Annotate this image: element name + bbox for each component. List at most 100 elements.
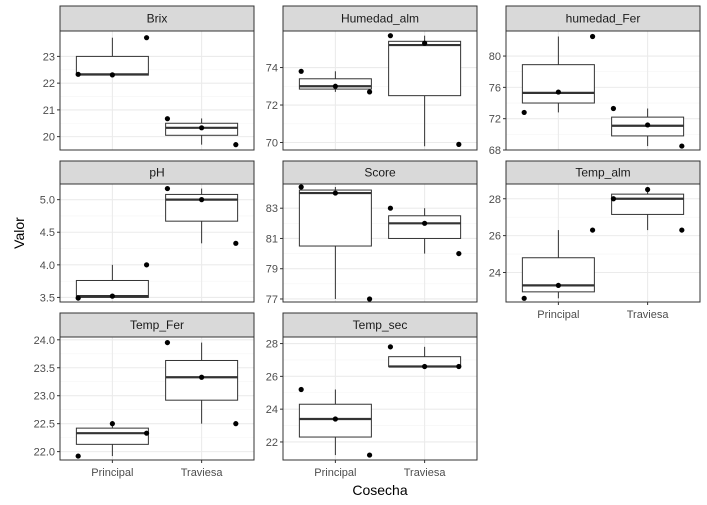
y-tick-label: 72	[266, 100, 278, 112]
x-tick-label: Traviesa	[404, 467, 447, 479]
data-point	[298, 184, 304, 190]
panel-border	[282, 336, 478, 461]
y-tick-label: 77	[266, 294, 278, 306]
boxplot-traviesa	[164, 116, 239, 148]
boxplot-principal	[521, 227, 596, 301]
y-tick-label: 23	[43, 51, 55, 63]
y-tick-label: 81	[266, 233, 278, 245]
y-tick-label: 70	[266, 138, 278, 150]
data-point	[679, 143, 685, 149]
y-tick-label: 22.5	[34, 419, 55, 431]
boxplot-principal	[75, 421, 150, 459]
x-tick-label: Principal	[537, 309, 579, 321]
y-tick-label: 74	[266, 63, 278, 75]
data-point	[143, 262, 150, 268]
data-point	[164, 339, 171, 346]
data-point	[233, 142, 239, 148]
y-tick-label: 3.5	[40, 292, 55, 304]
y-tick-label: 5.0	[40, 195, 55, 207]
y-tick-label: 22.0	[34, 447, 55, 459]
x-axis-title: Cosecha	[352, 482, 407, 498]
data-point	[610, 196, 617, 202]
data-point	[332, 416, 338, 422]
data-point	[589, 227, 596, 233]
y-tick-label: 26	[489, 231, 501, 243]
y-tick-label: 26	[266, 371, 278, 383]
data-point	[589, 33, 596, 40]
data-point	[456, 141, 462, 147]
panel-border	[282, 183, 478, 303]
facet-strip-title: Humedad_alm	[341, 12, 419, 26]
data-point	[233, 421, 239, 427]
y-tick-label: 22	[266, 437, 278, 449]
data-point	[109, 421, 115, 427]
y-tick-label: 23.0	[34, 391, 55, 403]
facet-strip	[59, 312, 255, 338]
boxplot-traviesa	[164, 339, 239, 427]
data-point	[422, 40, 428, 46]
facet-strip-title: Temp_Fer	[130, 318, 184, 332]
facet-strip-title: humedad_Fer	[566, 12, 641, 26]
boxplot-principal	[298, 386, 373, 458]
box-iqr	[388, 215, 462, 239]
box-iqr	[298, 189, 372, 247]
boxplot-traviesa	[610, 186, 685, 233]
data-point	[645, 186, 651, 193]
box-iqr	[388, 40, 462, 97]
data-point	[366, 89, 373, 95]
facet-strip-title: Temp_sec	[353, 318, 408, 332]
y-tick-label: 28	[266, 339, 278, 351]
data-point	[521, 295, 527, 301]
data-point	[199, 125, 205, 131]
panel-border	[505, 183, 701, 303]
data-point	[555, 282, 561, 289]
x-tick-label: Traviesa	[181, 467, 224, 479]
y-tick-label: 22	[43, 78, 55, 90]
data-point	[679, 227, 685, 233]
facet-panel: Temp_Fer 22.0 22.5 23.0 23.5 24.0	[34, 312, 255, 461]
box-iqr	[521, 64, 595, 104]
y-tick-label: 83	[266, 203, 278, 215]
facet-panel: Humedad_alm 70 72 74	[266, 5, 478, 151]
x-axis-labels: Principal Traviesa Principal Traviesa Princi…	[91, 302, 669, 479]
boxplot-traviesa	[164, 185, 239, 246]
data-point	[164, 185, 171, 192]
data-point	[199, 197, 205, 203]
x-tick-label: Principal	[91, 467, 133, 479]
data-point	[164, 116, 171, 122]
data-point	[456, 250, 462, 257]
data-point	[422, 220, 428, 226]
box-iqr	[611, 193, 685, 215]
facet-strip-title: Score	[364, 166, 396, 180]
data-point	[233, 240, 239, 246]
y-tick-label: 21	[43, 105, 55, 117]
data-point	[75, 295, 81, 301]
boxplot-principal	[298, 184, 373, 302]
boxplot-traviesa	[610, 105, 685, 149]
data-point	[75, 71, 81, 77]
y-tick-label: 68	[489, 145, 501, 157]
y-tick-label: 28	[489, 194, 501, 206]
boxplot-traviesa	[387, 33, 462, 147]
facet-panel: Temp_sec 22 24 26 28	[266, 312, 478, 461]
boxplot-traviesa	[387, 205, 462, 257]
y-tick-label: 80	[489, 51, 501, 63]
y-tick-label: 24	[266, 404, 278, 416]
data-point	[109, 72, 115, 78]
facet-panel: humedad_Fer 68 72 76 80	[489, 5, 701, 157]
data-point	[456, 363, 462, 370]
panel-border	[59, 183, 255, 303]
y-tick-label: 76	[489, 82, 501, 94]
box-iqr	[165, 359, 239, 401]
data-point	[143, 430, 150, 436]
data-point	[298, 68, 304, 74]
facet-panels: Brix 20 21 22 23 Humedad_alm 70 72 74 humedad_Fer…	[34, 5, 701, 461]
data-point	[555, 89, 561, 95]
y-tick-label: 4.5	[40, 227, 55, 239]
x-tick-label: Traviesa	[627, 309, 670, 321]
y-tick-label: 4.0	[40, 260, 55, 272]
facet-panel: pH 3.5 4.0 4.5 5.0	[40, 160, 255, 304]
y-axis-title: Valor	[11, 217, 27, 249]
panel-border	[282, 30, 478, 151]
